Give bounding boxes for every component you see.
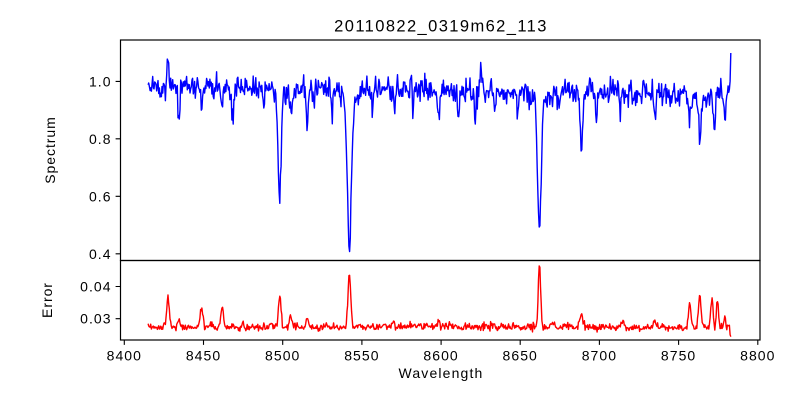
svg-text:8800: 8800 xyxy=(740,348,775,364)
svg-text:Spectrum: Spectrum xyxy=(42,116,58,184)
svg-text:8600: 8600 xyxy=(423,348,458,364)
svg-text:0.8: 0.8 xyxy=(89,131,112,147)
svg-text:1.0: 1.0 xyxy=(89,73,112,89)
svg-text:0.03: 0.03 xyxy=(80,311,111,327)
svg-text:8450: 8450 xyxy=(186,348,221,364)
svg-text:8500: 8500 xyxy=(265,348,300,364)
svg-text:0.6: 0.6 xyxy=(89,188,112,204)
svg-text:8550: 8550 xyxy=(344,348,379,364)
svg-text:0.04: 0.04 xyxy=(80,279,111,295)
svg-text:8700: 8700 xyxy=(582,348,617,364)
svg-text:8750: 8750 xyxy=(661,348,696,364)
svg-text:0.4: 0.4 xyxy=(89,246,112,262)
svg-text:8650: 8650 xyxy=(503,348,538,364)
svg-text:Error: Error xyxy=(39,282,55,318)
svg-text:20110822_0319m62_113: 20110822_0319m62_113 xyxy=(334,18,548,36)
svg-text:Wavelength: Wavelength xyxy=(399,365,484,381)
svg-text:8400: 8400 xyxy=(107,348,142,364)
